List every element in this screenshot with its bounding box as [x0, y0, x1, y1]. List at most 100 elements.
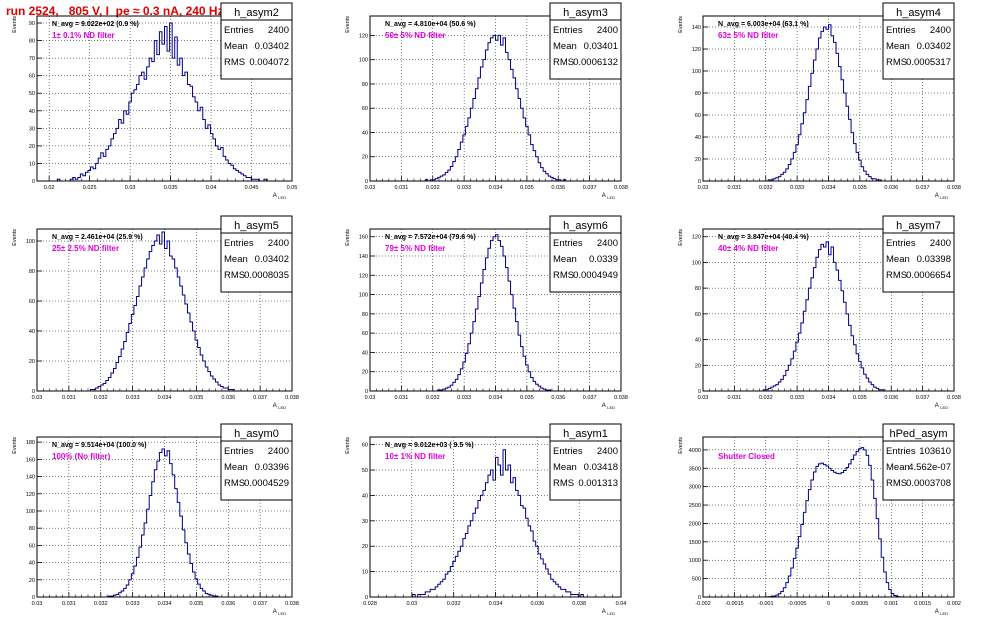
y-tick-label: 80	[362, 82, 368, 88]
x-tick-label: 0.0015	[914, 601, 931, 607]
stats-box	[882, 215, 955, 293]
y-tick-label: 20	[362, 544, 368, 550]
stats-value: 2400	[268, 25, 289, 36]
histogram-name: h_asym5	[234, 220, 279, 232]
x-tick-label: 0.033	[790, 395, 804, 401]
x-tick-label: 0.032	[426, 185, 440, 191]
y-tick-label: 60	[29, 74, 35, 80]
stats-value: 0.0004949	[573, 270, 618, 281]
stats-box	[220, 423, 293, 501]
stats-value: 2400	[930, 25, 951, 36]
y-tick-label: 20	[362, 155, 368, 161]
y-axis-title: Events	[12, 437, 18, 454]
histogram-name: h_asym7	[896, 220, 941, 232]
x-tick-label: 0.033	[457, 185, 471, 191]
n-avg-annotation: N_avg = 9.012e+03 ( 9.5 %)	[385, 442, 474, 449]
x-tick-label: 0.035	[189, 601, 203, 607]
x-axis-title: A LED	[602, 609, 615, 616]
y-tick-label: 1000	[689, 558, 701, 564]
x-tick-label: 0.035	[189, 395, 203, 401]
x-tick-label: 0.032	[426, 395, 440, 401]
x-tick-label: 0.03	[125, 185, 136, 191]
y-tick-label: 0	[698, 389, 701, 395]
x-axis-title-subscript: LED	[940, 195, 948, 200]
filter-label: 40± 4% ND filter	[718, 244, 778, 253]
x-tick-label: -0.001	[758, 601, 774, 607]
y-tick-label: 60	[362, 443, 368, 449]
y-tick-label: 120	[692, 235, 701, 241]
stats-label: RMS	[886, 57, 907, 68]
stats-value: 0.03396	[255, 462, 289, 473]
y-tick-label: 40	[29, 561, 35, 567]
x-tick-label: 0.045	[245, 185, 259, 191]
y-tick-label: 10	[362, 570, 368, 576]
x-tick-label: 0.036	[221, 601, 235, 607]
stats-label: Mean	[886, 254, 910, 265]
y-tick-label: 4000	[689, 448, 701, 454]
histogram-panel-h_asym4: 0.03 0.031 0.032 0.033 0.034 0.035 0.036 0.037 0…	[678, 2, 961, 200]
y-tick-label: 60	[29, 543, 35, 549]
y-axis-title: Events	[12, 229, 18, 246]
y-tick-label: 50	[362, 468, 368, 474]
x-tick-label: 0.038	[572, 601, 586, 607]
stats-box	[549, 215, 622, 293]
y-tick-label: 120	[359, 33, 368, 39]
y-tick-label: 60	[362, 331, 368, 337]
y-tick-label: 100	[26, 239, 35, 245]
n-avg-annotation: N_avg = 9.022e+02 (0.9 %)	[52, 21, 139, 28]
n-avg-annotation: N_avg = 4.810e+04 (50.6 %)	[385, 21, 476, 28]
x-axis-title-subscript: LED	[278, 195, 286, 200]
y-tick-label: 50	[29, 91, 35, 97]
x-axis-title: A LED	[935, 609, 948, 616]
stats-value: 0.0339	[589, 254, 618, 265]
y-tick-label: 120	[692, 47, 701, 53]
y-tick-label: 20	[695, 363, 701, 369]
histogram-name: h_asym3	[563, 7, 608, 19]
x-tick-label: 0.031	[394, 395, 408, 401]
x-tick-label: 0.036	[551, 395, 565, 401]
stats-label: Entries	[553, 446, 583, 457]
histogram-name: h_asym2	[234, 7, 279, 19]
y-tick-label: 80	[29, 39, 35, 45]
x-tick-label: 0.032	[759, 185, 773, 191]
histogram-panel-hPed_asym: -0.002 -0.0015 -0.001 -0.0005 0 0.0005 0.001 0.…	[678, 423, 961, 616]
y-tick-label: 100	[692, 69, 701, 75]
stats-label: Entries	[886, 238, 916, 249]
x-tick-label: 0.038	[285, 601, 299, 607]
y-tick-label: 1500	[689, 540, 701, 546]
y-tick-label: 20	[695, 157, 701, 163]
x-tick-label: 0.031	[62, 395, 76, 401]
histogram-name: h_asym4	[896, 7, 941, 19]
x-tick-label: 0.037	[583, 185, 597, 191]
stats-label: Mean	[224, 462, 248, 473]
x-tick-label: 0.028	[363, 601, 377, 607]
n-avg-annotation: N_avg = 3.847e+04 (40.4 %)	[718, 234, 809, 241]
stats-label: Entries	[553, 25, 583, 36]
stats-label: RMS	[224, 270, 245, 281]
x-tick-label: 0.033	[457, 395, 471, 401]
x-tick-label: 0.02	[44, 185, 55, 191]
y-tick-label: 100	[26, 509, 35, 515]
histogram-name: h_asym0	[234, 428, 279, 440]
filter-label: Shutter Closed	[718, 452, 775, 461]
stats-value: 0.0006654	[906, 270, 951, 281]
y-tick-label: 100	[692, 260, 701, 266]
stats-value: 0.03402	[255, 254, 289, 265]
x-tick-label: 0.0005	[851, 601, 868, 607]
stats-label: Mean	[553, 254, 577, 265]
y-tick-label: 40	[695, 338, 701, 344]
x-tick-label: 0.032	[94, 601, 108, 607]
stats-label: Mean	[886, 462, 910, 473]
filter-label: 25± 2.5% ND filter	[52, 244, 119, 253]
y-tick-label: 30	[29, 126, 35, 132]
stats-box	[220, 215, 293, 293]
x-tick-label: 0.001	[884, 601, 898, 607]
filter-label: 100% (No filter)	[52, 452, 111, 461]
stats-box	[549, 2, 622, 80]
run-title: run 2524, 805 V, I_pe ≈ 0.3 nA, 240 Hz	[6, 4, 224, 18]
filter-label: 63± 5% ND filter	[718, 31, 778, 40]
y-tick-label: 3000	[689, 485, 701, 491]
y-tick-label: 70	[29, 56, 35, 62]
y-axis-title: Events	[345, 16, 351, 33]
